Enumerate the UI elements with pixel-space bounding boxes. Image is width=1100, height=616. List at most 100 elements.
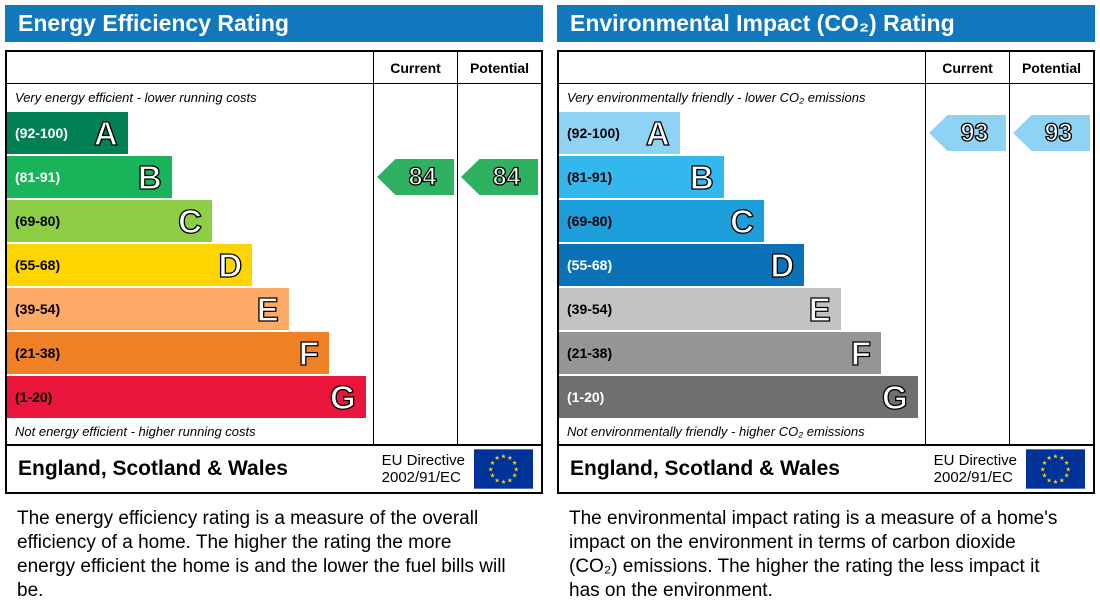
svg-text:★: ★: [1042, 459, 1048, 467]
band-range-label: (92-100): [567, 125, 620, 141]
environmental-chart-table: Current Potential Very environmentally f…: [557, 50, 1095, 446]
band-letter: A: [93, 114, 118, 152]
band-list: (92-100) A (81-91) B (69-80) C (55-68) D (39-54)…: [7, 110, 373, 418]
eu-directive-line1: EU Directive: [933, 451, 1017, 469]
band-letter: C: [177, 202, 202, 240]
svg-text:★: ★: [1064, 459, 1070, 467]
svg-text:★: ★: [1059, 454, 1065, 462]
band-range-label: (55-68): [15, 257, 61, 273]
energy-chart-description: The energy efficiency rating is a measur…: [17, 508, 506, 602]
band-bar-f: (21-38) F: [7, 332, 330, 374]
column-header-spacer: [7, 52, 373, 83]
column-header-row: Current Potential: [7, 52, 541, 84]
energy-chart-table: Current Potential Very energy efficient …: [5, 50, 543, 446]
band-letter: B: [137, 158, 162, 196]
band-letter: C: [729, 202, 754, 240]
band-letter: G: [329, 378, 356, 416]
current-rating-arrow: 84: [377, 159, 454, 195]
band-bar-d: (55-68) D: [7, 244, 253, 286]
band-range-label: (1-20): [15, 389, 53, 405]
band-letter: F: [850, 334, 872, 372]
band-range-label: (21-38): [567, 345, 613, 361]
band-row-c: (69-80) C: [7, 198, 373, 242]
environmental-impact-panel: Environmental Impact (CO₂) Rating Curren…: [557, 5, 1095, 604]
band-row-a: (92-100) A: [7, 110, 373, 154]
potential-value-column: 84: [457, 84, 541, 444]
band-bar-d: (55-68) D: [559, 244, 805, 286]
band-letter: E: [256, 290, 279, 328]
eu-directive-label: EU Directive 2002/91/EC: [382, 452, 465, 487]
band-bar-c: (69-80) C: [559, 200, 764, 242]
chart-footer: England, Scotland & Wales EU Directive 2…: [5, 446, 543, 494]
band-bar-g: (1-20) G: [7, 376, 366, 418]
band-letter: B: [689, 158, 714, 196]
band-bar-g: (1-20) G: [559, 376, 918, 418]
band-range-label: (55-68): [567, 257, 613, 273]
band-letter: G: [881, 378, 908, 416]
band-row-b: (81-91) B: [7, 154, 373, 198]
chart-footer: England, Scotland & Wales EU Directive 2…: [557, 446, 1095, 494]
svg-text:★: ★: [488, 465, 494, 473]
potential-rating-arrow: 93: [1013, 115, 1090, 151]
band-bar-a: (92-100) A: [559, 112, 680, 154]
energy-efficiency-panel: Energy Efficiency Rating Current Potenti…: [5, 5, 543, 604]
eu-directive-label: EU Directive 2002/91/EC: [934, 452, 1017, 487]
band-bar-b: (81-91) B: [559, 156, 724, 198]
svg-text:★: ★: [490, 459, 496, 467]
band-letter: F: [298, 334, 320, 372]
band-range-label: (81-91): [567, 169, 613, 185]
svg-text:★: ★: [1040, 465, 1046, 473]
current-value-column: 84: [373, 84, 457, 444]
band-row-c: (69-80) C: [559, 198, 925, 242]
svg-text:★: ★: [507, 476, 513, 484]
chart-body: Very environmentally friendly - lower CO…: [559, 84, 1093, 444]
top-caption: Very environmentally friendly - lower CO…: [567, 89, 866, 105]
svg-text:★: ★: [507, 454, 513, 462]
svg-text:★: ★: [494, 454, 500, 462]
band-range-label: (92-100): [15, 125, 68, 141]
band-bar-e: (39-54) E: [559, 288, 841, 330]
band-row-e: (39-54) E: [7, 286, 373, 330]
environmental-chart-title: Environmental Impact (CO₂) Rating: [557, 5, 1095, 42]
band-row-e: (39-54) E: [559, 286, 925, 330]
energy-chart-title: Energy Efficiency Rating: [5, 5, 543, 42]
band-letter: D: [770, 246, 795, 284]
band-letter: D: [218, 246, 243, 284]
band-range-label: (69-80): [567, 213, 613, 229]
chart-body: Very energy efficient - lower running co…: [7, 84, 541, 444]
band-bar-a: (92-100) A: [7, 112, 128, 154]
svg-text:★: ★: [494, 476, 500, 484]
rating-bands: Very environmentally friendly - lower CO…: [559, 84, 925, 444]
bottom-caption: Not environmentally friendly - higher CO…: [567, 423, 865, 439]
band-list: (92-100) A (81-91) B (69-80) C (55-68) D (39-54)…: [559, 110, 925, 418]
band-range-label: (69-80): [15, 213, 61, 229]
band-row-d: (55-68) D: [7, 242, 373, 286]
svg-text:★: ★: [512, 472, 518, 480]
svg-text:★: ★: [1046, 454, 1052, 462]
band-row-f: (21-38) F: [7, 330, 373, 374]
top-caption: Very energy efficient - lower running co…: [15, 89, 257, 105]
band-row-f: (21-38) F: [559, 330, 925, 374]
band-range-label: (39-54): [567, 301, 613, 317]
current-column-header: Current: [373, 52, 457, 83]
potential-value-column: 93: [1009, 84, 1093, 444]
band-row-g: (1-20) G: [7, 374, 373, 418]
band-range-label: (39-54): [15, 301, 61, 317]
svg-text:★: ★: [1059, 476, 1065, 484]
svg-text:★: ★: [1065, 465, 1071, 473]
environmental-chart-description: The environmental impact rating is a mea…: [569, 508, 1058, 602]
svg-text:★: ★: [501, 452, 507, 460]
band-bar-e: (39-54) E: [7, 288, 289, 330]
svg-text:★: ★: [1042, 472, 1048, 480]
region-label: England, Scotland & Wales: [18, 457, 288, 480]
eu-directive-line1: EU Directive: [381, 451, 465, 469]
eu-flag-icon: ★ ★★★★★★★★★★★: [1026, 449, 1085, 489]
svg-text:★: ★: [512, 459, 518, 467]
svg-text:★: ★: [1053, 452, 1059, 460]
band-letter: A: [645, 114, 670, 152]
svg-text:★: ★: [513, 465, 519, 473]
svg-text:★: ★: [1064, 472, 1070, 480]
potential-column-header: Potential: [1009, 52, 1093, 83]
band-row-b: (81-91) B: [559, 154, 925, 198]
svg-text:★: ★: [1053, 478, 1059, 486]
